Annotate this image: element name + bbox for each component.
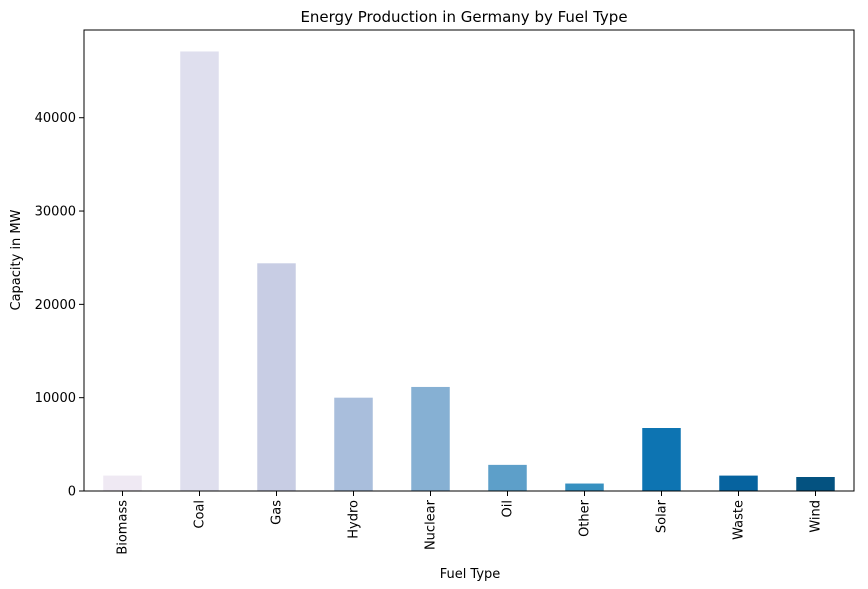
x-tick-label: Waste [732, 500, 747, 540]
y-axis-title: Capacity in MW [9, 209, 24, 310]
x-tick-label: Wind [809, 500, 824, 533]
x-ticks-group: Biomass Coal Gas Hydro Nuclear Oil Other Solar W… [116, 491, 824, 555]
y-tick-label: 30000 [35, 205, 76, 220]
bar-waste [719, 475, 758, 491]
chart-title: Energy Production in Germany by Fuel Typ… [300, 8, 627, 26]
x-tick-label: Coal [193, 500, 208, 529]
x-tick-label: Biomass [116, 500, 131, 555]
bar-other [565, 483, 604, 491]
y-tick-label: 40000 [35, 111, 76, 126]
x-axis-title: Fuel Type [440, 567, 501, 582]
bar-gas [257, 263, 296, 491]
x-tick-label: Nuclear [424, 499, 439, 550]
x-tick-label: Other [578, 499, 593, 537]
bar-nuclear [411, 386, 450, 491]
bar-solar [642, 428, 681, 491]
x-tick-label: Oil [501, 500, 516, 517]
bar-coal [180, 51, 219, 491]
y-tick-label: 20000 [35, 298, 76, 313]
x-tick-label: Gas [270, 500, 285, 525]
bar-hydro [334, 397, 373, 491]
y-tick-label: 10000 [35, 391, 76, 406]
bar-biomass [103, 475, 142, 491]
x-tick-label: Solar [655, 499, 670, 533]
x-tick-label: Hydro [347, 500, 362, 539]
plot-frame [83, 29, 855, 492]
y-tick-label: 0 [68, 485, 76, 500]
bars-group [103, 51, 835, 491]
y-ticks-group: 0 10000 20000 30000 40000 [35, 111, 84, 500]
bar-oil [488, 464, 527, 491]
bar-wind [796, 477, 835, 491]
